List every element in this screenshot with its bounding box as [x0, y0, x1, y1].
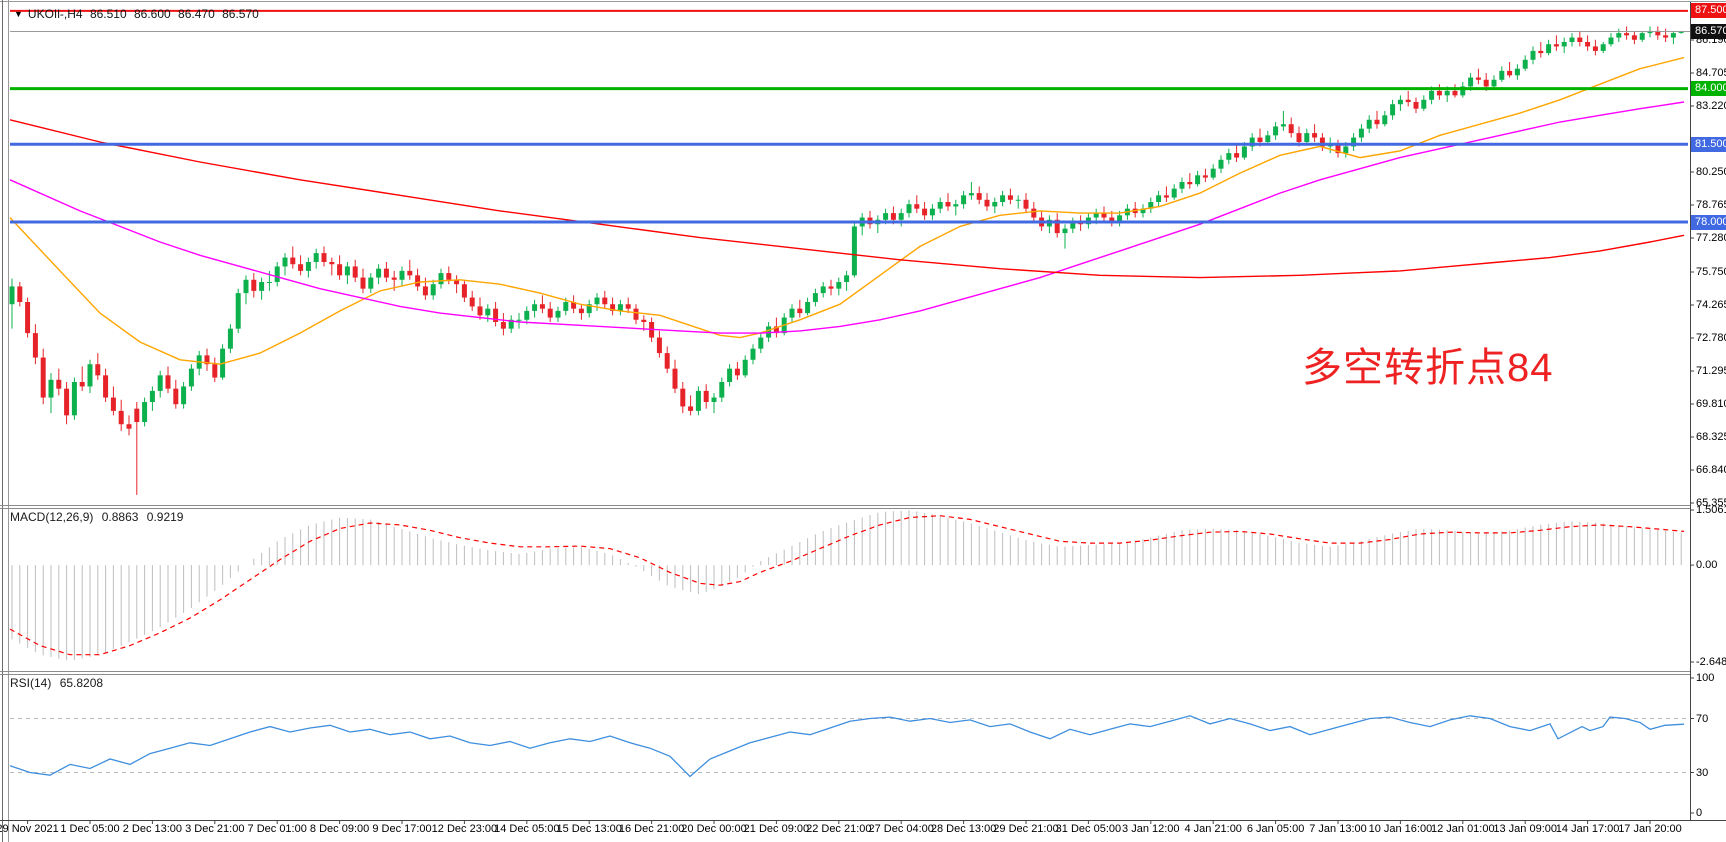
annotation-text: 多空转折点84 — [1302, 346, 1554, 390]
date-label: 29 Dec 21:00 — [993, 823, 1059, 835]
date-label: 7 Jan 13:00 — [1309, 823, 1367, 835]
rsi-value: 65.8208 — [59, 676, 104, 690]
price-tick-label: 75.750 — [1696, 266, 1726, 278]
price-badge-81.500: 81.500 — [1691, 136, 1726, 152]
ma-fast-orange — [9, 56, 1685, 365]
price-tick-label: 80.250 — [1696, 166, 1726, 178]
price-tick-label: 71.295 — [1696, 365, 1726, 377]
rsi-name: RSI(14) — [10, 676, 52, 690]
ma-mid-magenta — [9, 101, 1685, 334]
price-badge-78.000: 78.000 — [1691, 214, 1726, 230]
date-label: 31 Dec 05:00 — [1055, 823, 1122, 835]
chevron-down-icon[interactable]: ▼ — [14, 9, 23, 19]
price-tick-label: 83.220 — [1696, 100, 1726, 112]
panel-splitter-macd[interactable] — [0, 504, 1688, 509]
price-badge-87.500: 87.500 — [1691, 3, 1726, 19]
price-tick-label: 69.810 — [1696, 398, 1726, 410]
price-badge-84.000: 84.000 — [1691, 81, 1726, 97]
macd-signal-value: 0.9219 — [146, 510, 184, 524]
ohlc-low: 86.470 — [178, 7, 215, 21]
ohlc-close: 86.570 — [222, 7, 259, 21]
main-chart-area[interactable] — [10, 2, 1688, 505]
date-label: 21 Dec 09:00 — [743, 823, 810, 835]
date-label: 16 Dec 21:00 — [618, 823, 685, 835]
price-axis[interactable] — [1690, 2, 1726, 820]
price-badge-86.570: 86.570 — [1691, 24, 1726, 40]
price-tick-label: 65.355 — [1696, 497, 1726, 509]
date-label: 22 Dec 21:00 — [806, 823, 872, 835]
price-tick-label: 72.780 — [1696, 332, 1726, 344]
price-tick-label: 77.280 — [1696, 232, 1726, 244]
date-label: 7 Dec 01:00 — [247, 823, 307, 835]
macd-tick-label: 1.5061 — [1696, 504, 1726, 516]
ohlc-open: 86.510 — [89, 7, 127, 21]
date-label: 4 Jan 21:00 — [1184, 823, 1242, 835]
date-label: 28 Dec 13:00 — [930, 823, 997, 835]
price-tick-label: 84.705 — [1696, 67, 1726, 79]
date-label: 3 Dec 21:00 — [185, 823, 245, 835]
date-label: 2 Dec 13:00 — [122, 823, 183, 835]
macd-value: 0.8863 — [101, 510, 139, 524]
date-label: 14 Jan 17:00 — [1555, 823, 1620, 835]
date-label: 8 Dec 09:00 — [309, 823, 370, 835]
price-tick-label: 74.265 — [1696, 299, 1726, 311]
macd-panel-area[interactable] — [10, 508, 1688, 671]
rsi-indicator-label: RSI(14) 65.8208 — [10, 676, 108, 690]
price-tick-label: 66.840 — [1696, 464, 1726, 476]
rsi-panel-area[interactable] — [10, 674, 1688, 820]
date-label: 27 Dec 04:00 — [868, 823, 934, 835]
price-tick-label: 68.325 — [1696, 431, 1726, 443]
date-label: 20 Dec 00:00 — [681, 823, 747, 835]
macd-name: MACD(12,26,9) — [10, 510, 94, 524]
date-label: 3 Jan 12:00 — [1122, 823, 1180, 835]
ohlc-high: 86.600 — [134, 7, 171, 21]
date-label: 1 Dec 05:00 — [60, 823, 120, 835]
date-label: 15 Dec 13:00 — [556, 823, 622, 835]
ma-slow-red — [9, 119, 1685, 279]
rsi-tick-label: 100 — [1696, 672, 1715, 684]
symbol-period: UKOIl-,H4 — [27, 7, 83, 21]
macd-tick-label: 0.00 — [1696, 559, 1718, 572]
rsi-tick-label: 30 — [1696, 766, 1709, 779]
date-label: 13 Jan 09:00 — [1493, 823, 1557, 835]
rsi-tick-label: 0 — [1696, 807, 1703, 819]
rsi-tick-label: 70 — [1696, 712, 1709, 725]
price-tick-label: 78.765 — [1696, 199, 1726, 211]
date-label: 10 Jan 16:00 — [1368, 823, 1433, 835]
chart-title: ▼ UKOIl-,H4 86.510 86.600 86.470 86.570 — [14, 7, 263, 21]
macd-tick-label: -2.6487 — [1696, 656, 1726, 668]
panel-splitter-rsi[interactable] — [0, 670, 1688, 675]
date-label: 29 Nov 2021 — [0, 823, 59, 835]
date-label: 12 Jan 01:00 — [1430, 823, 1495, 835]
date-label: 6 Jan 05:00 — [1246, 823, 1305, 835]
date-label: 14 Dec 05:00 — [494, 823, 560, 835]
date-label: 12 Dec 23:00 — [431, 823, 498, 835]
date-label: 17 Jan 20:00 — [1618, 823, 1682, 835]
date-label: 9 Dec 17:00 — [372, 823, 432, 835]
macd-indicator-label: MACD(12,26,9) 0.8863 0.9219 — [10, 510, 188, 524]
